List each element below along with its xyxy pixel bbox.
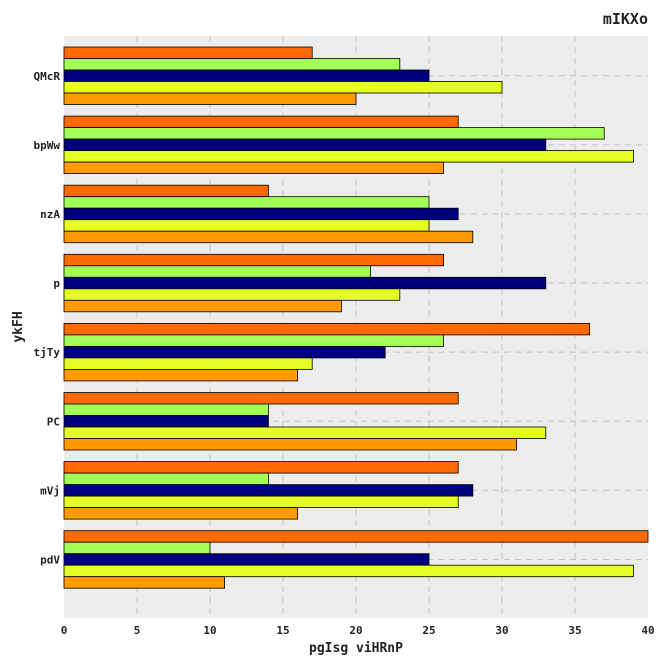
bar bbox=[63, 576, 226, 589]
bar bbox=[63, 322, 590, 336]
bar bbox=[63, 150, 634, 163]
bar bbox=[63, 288, 401, 301]
bar bbox=[63, 438, 518, 451]
y-tick-label: mVj bbox=[40, 484, 60, 497]
bar bbox=[63, 219, 430, 232]
bar bbox=[63, 541, 211, 555]
bar bbox=[63, 357, 313, 370]
bar bbox=[63, 127, 605, 140]
x-tick-label: 35 bbox=[568, 624, 581, 637]
y-tick-label: PC bbox=[47, 415, 60, 428]
bar bbox=[63, 553, 430, 566]
bar bbox=[63, 184, 269, 198]
bar bbox=[63, 69, 430, 82]
bar bbox=[63, 345, 386, 359]
ticks: 0 5 10 15 20 25 30 35 40 QMcR bpWw nzA p tjTy PC mVj pdV bbox=[34, 70, 655, 637]
bar bbox=[63, 461, 459, 474]
bar bbox=[63, 207, 459, 221]
bar bbox=[63, 196, 430, 209]
bar bbox=[63, 276, 547, 290]
y-tick-label: tjTy bbox=[34, 346, 61, 359]
bar bbox=[63, 484, 474, 497]
y-tick-label: QMcR bbox=[34, 70, 61, 83]
bar bbox=[63, 161, 445, 175]
bar bbox=[63, 415, 269, 428]
y-tick-label: p bbox=[53, 277, 60, 290]
x-axis-label: pgIsg viHRnP bbox=[309, 641, 403, 656]
x-tick-label: 15 bbox=[276, 624, 289, 637]
bar bbox=[63, 334, 445, 347]
y-axis-label: ykFH bbox=[11, 311, 26, 342]
bars bbox=[63, 46, 649, 589]
bar bbox=[63, 392, 459, 405]
x-tick-label: 10 bbox=[203, 624, 216, 637]
bar bbox=[63, 507, 299, 520]
bar bbox=[63, 495, 459, 509]
bar bbox=[63, 81, 503, 94]
bar bbox=[63, 403, 269, 416]
bar bbox=[63, 253, 445, 267]
bar bbox=[63, 92, 357, 105]
bar bbox=[63, 230, 474, 244]
bar bbox=[63, 265, 372, 278]
chart-title: mIKXo bbox=[603, 10, 648, 28]
x-tick-label: 0 bbox=[61, 624, 68, 637]
bar bbox=[63, 426, 547, 439]
x-tick-label: 20 bbox=[349, 624, 362, 637]
bar bbox=[63, 368, 299, 382]
x-tick-label: 30 bbox=[495, 624, 508, 637]
y-tick-label: bpWw bbox=[34, 139, 61, 152]
x-tick-label: 25 bbox=[422, 624, 435, 637]
y-tick-label: nzA bbox=[40, 208, 60, 221]
bar bbox=[63, 138, 547, 152]
x-tick-label: 40 bbox=[641, 624, 654, 637]
bar bbox=[63, 564, 634, 578]
bar bbox=[63, 299, 342, 313]
bar bbox=[63, 472, 269, 486]
y-tick-label: pdV bbox=[40, 553, 60, 566]
bar bbox=[63, 58, 401, 71]
x-tick-label: 5 bbox=[134, 624, 141, 637]
bar bbox=[63, 46, 313, 59]
bar bbox=[63, 530, 649, 543]
bar bbox=[63, 115, 459, 128]
